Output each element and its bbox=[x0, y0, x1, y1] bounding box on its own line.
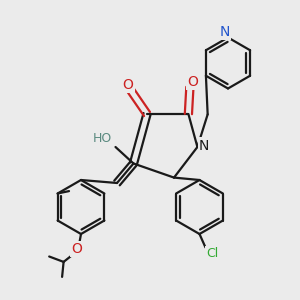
Text: O: O bbox=[123, 78, 134, 92]
Text: O: O bbox=[71, 242, 82, 256]
Text: N: N bbox=[220, 25, 230, 39]
Text: O: O bbox=[188, 75, 198, 88]
Text: Cl: Cl bbox=[206, 247, 218, 260]
Text: N: N bbox=[199, 139, 209, 152]
Text: HO: HO bbox=[92, 132, 112, 145]
